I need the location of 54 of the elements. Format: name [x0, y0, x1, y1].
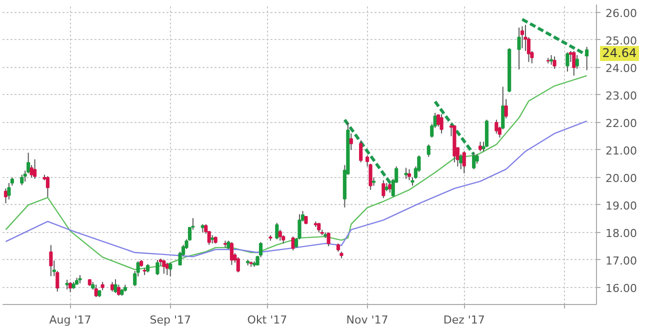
candlestick	[426, 144, 430, 158]
candlestick	[156, 259, 160, 276]
y-tick-label: 22.00	[606, 116, 637, 130]
candlestick	[32, 158, 37, 180]
y-tick-label: 21.00	[606, 144, 637, 158]
annotation: 24.64	[602, 46, 637, 62]
candlestick	[230, 242, 234, 266]
candlestick	[572, 50, 576, 76]
y-tick-label: 18.00	[606, 226, 637, 240]
candlestick	[359, 140, 363, 163]
candlestick	[20, 174, 24, 186]
candlestick	[49, 244, 53, 277]
x-tick-label: Dez '17	[443, 314, 485, 326]
candlestick	[575, 54, 579, 70]
x-tick-label: Nov '17	[346, 314, 388, 326]
candlestick	[552, 56, 556, 70]
candlestick	[494, 119, 498, 134]
candlestick	[440, 114, 444, 134]
candlestick	[7, 182, 11, 200]
y-tick-label: 17.00	[606, 254, 637, 268]
candlestick	[550, 54, 554, 66]
y-tick-label: 25.00	[606, 34, 637, 48]
candlestick	[517, 27, 521, 70]
candlestick	[407, 168, 412, 181]
line-series	[5, 120, 588, 258]
y-tick-label: 16.00	[606, 282, 637, 295]
candlestick	[326, 232, 330, 247]
candlestick	[382, 180, 386, 199]
candlestick	[388, 182, 392, 194]
candlestick	[504, 98, 508, 119]
candlestick	[475, 154, 479, 164]
candlestick	[275, 222, 279, 240]
y-tick-label: 19.00	[606, 199, 637, 212]
y-tick-label: 24.00	[606, 62, 637, 75]
x-tick-label: Aug '17	[49, 314, 92, 326]
candlestick	[585, 46, 589, 71]
x-tick-label: Okt '17	[247, 314, 288, 326]
candlestick	[472, 152, 476, 170]
y-tick-label: 26.00	[606, 6, 637, 20]
candlestick	[462, 150, 466, 174]
line-series	[5, 75, 588, 270]
candlestick	[349, 132, 353, 150]
candlestick	[114, 278, 118, 294]
candlestick	[162, 259, 166, 274]
candlestick	[566, 52, 570, 72]
y-tick-label: 20.00	[606, 172, 637, 185]
x-tick-label: Sep '17	[150, 314, 191, 326]
candlestick	[68, 281, 72, 293]
candlestick	[236, 256, 240, 273]
candlestick	[278, 229, 282, 242]
candlestick	[46, 176, 50, 198]
candlestick	[168, 262, 172, 277]
candlestick	[478, 141, 482, 152]
y-tick-label: 23.00	[606, 89, 637, 102]
